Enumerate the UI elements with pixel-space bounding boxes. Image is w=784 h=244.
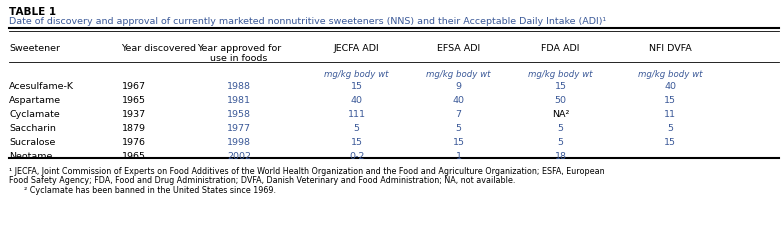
Text: 40: 40 bbox=[664, 82, 677, 91]
Text: JECFA ADI: JECFA ADI bbox=[334, 44, 379, 53]
Text: mg/kg body wt: mg/kg body wt bbox=[638, 70, 702, 79]
Text: Sucralose: Sucralose bbox=[9, 138, 56, 147]
Text: Food Safety Agency; FDA, Food and Drug Administration; DVFA, Danish Veterinary a: Food Safety Agency; FDA, Food and Drug A… bbox=[9, 176, 516, 185]
Text: 5: 5 bbox=[456, 124, 462, 133]
Text: 40: 40 bbox=[452, 96, 465, 105]
Text: mg/kg body wt: mg/kg body wt bbox=[426, 70, 491, 79]
Text: NFI DVFA: NFI DVFA bbox=[649, 44, 691, 53]
Text: mg/kg body wt: mg/kg body wt bbox=[528, 70, 593, 79]
Text: 1981: 1981 bbox=[227, 96, 251, 105]
Text: 50: 50 bbox=[554, 96, 567, 105]
Text: 15: 15 bbox=[664, 138, 677, 147]
Text: 1998: 1998 bbox=[227, 138, 251, 147]
Text: 1965: 1965 bbox=[122, 96, 146, 105]
Text: 1988: 1988 bbox=[227, 82, 251, 91]
Text: Year approved for
use in foods: Year approved for use in foods bbox=[197, 44, 281, 63]
Text: 1976: 1976 bbox=[122, 138, 146, 147]
Text: Year discovered: Year discovered bbox=[122, 44, 197, 53]
Text: Cyclamate: Cyclamate bbox=[9, 110, 60, 119]
Text: 9: 9 bbox=[456, 82, 462, 91]
Text: 11: 11 bbox=[664, 110, 677, 119]
Text: 5: 5 bbox=[557, 138, 564, 147]
Text: 1937: 1937 bbox=[122, 110, 146, 119]
Text: 1958: 1958 bbox=[227, 110, 251, 119]
Text: 111: 111 bbox=[348, 110, 365, 119]
Text: 5: 5 bbox=[667, 124, 673, 133]
Text: 15: 15 bbox=[452, 138, 465, 147]
Text: Neotame: Neotame bbox=[9, 152, 53, 161]
Text: Sweetener: Sweetener bbox=[9, 44, 60, 53]
Text: TABLE 1: TABLE 1 bbox=[9, 7, 56, 17]
Text: 5: 5 bbox=[557, 124, 564, 133]
Text: Saccharin: Saccharin bbox=[9, 124, 56, 133]
Text: 1965: 1965 bbox=[122, 152, 146, 161]
Text: NA²: NA² bbox=[552, 110, 569, 119]
Text: 15: 15 bbox=[554, 82, 567, 91]
Text: Aspartame: Aspartame bbox=[9, 96, 61, 105]
Text: 15: 15 bbox=[350, 82, 363, 91]
Text: ¹ JECFA, Joint Commission of Experts on Food Additives of the World Health Organ: ¹ JECFA, Joint Commission of Experts on … bbox=[9, 167, 605, 176]
Text: 1977: 1977 bbox=[227, 124, 251, 133]
Text: Acesulfame-K: Acesulfame-K bbox=[9, 82, 74, 91]
Text: Date of discovery and approval of currently marketed nonnutritive sweeteners (NN: Date of discovery and approval of curren… bbox=[9, 17, 607, 26]
Text: 1: 1 bbox=[456, 152, 462, 161]
Text: ² Cyclamate has been banned in the United States since 1969.: ² Cyclamate has been banned in the Unite… bbox=[24, 186, 277, 195]
Text: 40: 40 bbox=[350, 96, 363, 105]
Text: 5: 5 bbox=[354, 124, 360, 133]
Text: 1879: 1879 bbox=[122, 124, 146, 133]
Text: 15: 15 bbox=[350, 138, 363, 147]
Text: EFSA ADI: EFSA ADI bbox=[437, 44, 481, 53]
Text: 18: 18 bbox=[554, 152, 567, 161]
Text: 15: 15 bbox=[664, 96, 677, 105]
Text: FDA ADI: FDA ADI bbox=[541, 44, 580, 53]
Text: 1967: 1967 bbox=[122, 82, 146, 91]
Text: 0-2: 0-2 bbox=[349, 152, 365, 161]
Text: 2002: 2002 bbox=[227, 152, 251, 161]
Text: 7: 7 bbox=[456, 110, 462, 119]
Text: mg/kg body wt: mg/kg body wt bbox=[325, 70, 389, 79]
